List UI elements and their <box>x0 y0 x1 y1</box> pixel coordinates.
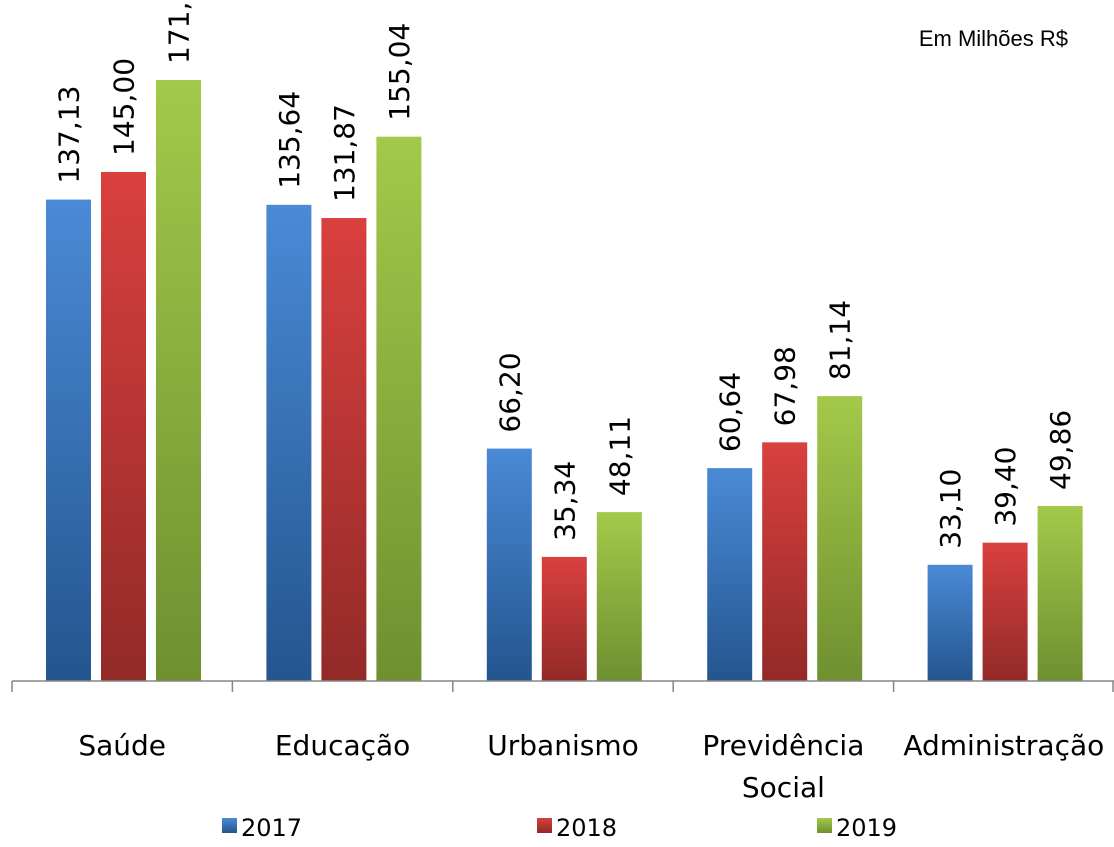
category-label: Social <box>742 771 825 804</box>
bar-2018-educação <box>321 218 367 681</box>
bar-2019-saúde <box>156 80 201 681</box>
category-label: Previdência <box>702 729 864 762</box>
legend-swatch-2018 <box>537 818 552 833</box>
data-label: 60,64 <box>714 372 747 452</box>
bar-2017-urbanismo <box>486 448 532 681</box>
data-label: 67,98 <box>769 346 802 426</box>
legend-swatch-2019 <box>817 818 832 833</box>
data-label: 145,00 <box>108 58 141 156</box>
data-label: 135,64 <box>273 91 306 189</box>
data-label: 137,13 <box>53 86 86 184</box>
data-label: 39,40 <box>989 447 1022 527</box>
legend-swatch-2017 <box>222 818 237 833</box>
bar-2018-previdência-social <box>762 442 808 681</box>
legend-label-2017: 2017 <box>241 814 302 842</box>
data-label: 66,20 <box>493 352 526 432</box>
bar-2018-saúde <box>101 171 146 681</box>
bar-2017-educação <box>266 204 312 681</box>
bar-2017-saúde <box>46 199 91 682</box>
data-label: 33,10 <box>934 469 967 549</box>
category-label: Saúde <box>78 729 166 762</box>
bar-2019-educação <box>376 136 422 681</box>
data-label: 81,14 <box>824 300 857 380</box>
category-label: Educação <box>275 729 410 762</box>
data-label: 131,87 <box>328 104 361 202</box>
bar-2019-urbanismo <box>596 512 642 681</box>
category-label: Urbanismo <box>487 729 638 762</box>
bar-2019-previdência-social <box>817 396 863 681</box>
category-label: Administração <box>903 729 1104 762</box>
bar-2019-administração <box>1037 505 1083 681</box>
legend-label-2018: 2018 <box>556 814 617 842</box>
data-label: 48,11 <box>603 416 636 496</box>
bar-2017-previdência-social <box>707 468 753 681</box>
data-label: 171,19 <box>163 0 196 64</box>
data-label: 35,34 <box>548 461 581 541</box>
unit-note: Em Milhões R$ <box>918 26 1068 51</box>
data-label: 155,04 <box>383 23 416 121</box>
bar-2018-urbanismo <box>541 556 587 681</box>
bar-2018-administração <box>982 542 1028 681</box>
legend-label-2019: 2019 <box>836 814 897 842</box>
data-label: 49,86 <box>1044 410 1077 490</box>
bar-2017-administração <box>927 564 973 681</box>
